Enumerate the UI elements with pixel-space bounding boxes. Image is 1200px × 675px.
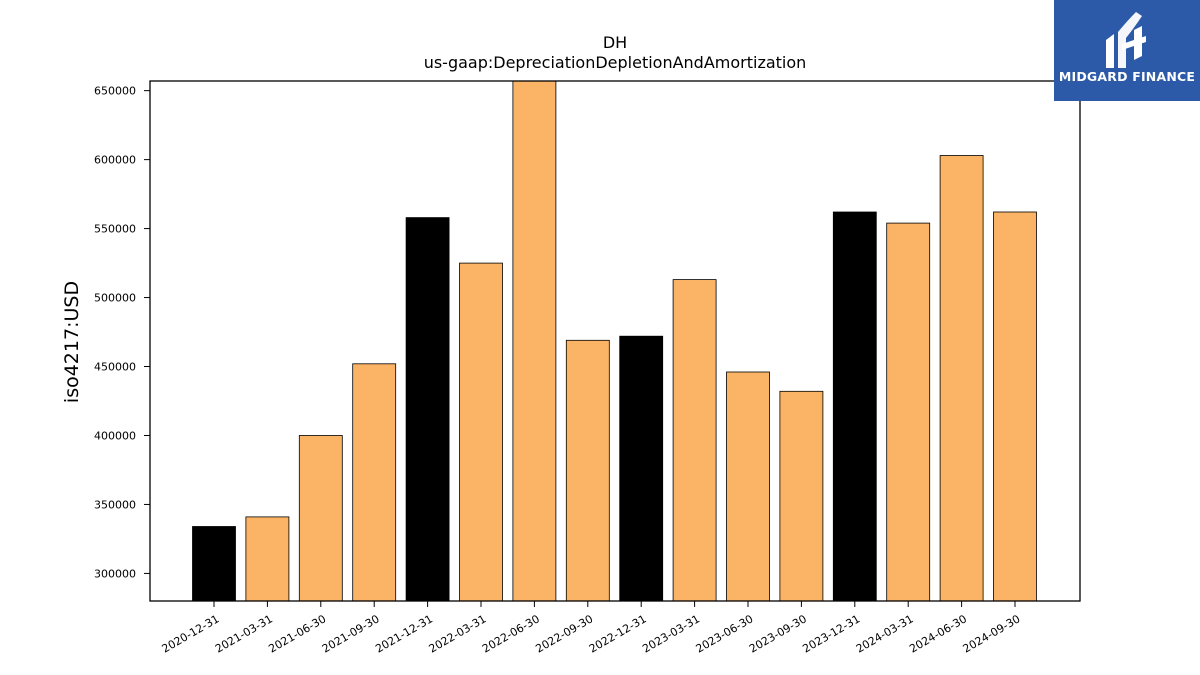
bar-2021-09-30 [352, 363, 397, 602]
x-tick-label: 2023-09-30 [747, 612, 809, 655]
x-tick-label: 2021-12-31 [373, 612, 435, 655]
bar-2022-03-31 [459, 262, 503, 602]
bars-group [192, 80, 1037, 602]
bar-2023-03-31 [672, 279, 717, 602]
y-tick-label: 500000 [94, 292, 136, 305]
logo-mark-icon [1106, 12, 1146, 68]
x-tick-label: 2022-03-31 [427, 612, 489, 655]
y-tick-label: 450000 [94, 361, 136, 374]
bar-2023-06-30 [726, 371, 770, 602]
x-tick-label: 2024-03-31 [854, 612, 916, 655]
x-tick-label: 2023-06-30 [694, 612, 756, 655]
y-tick-label: 300000 [94, 567, 136, 580]
bar-2024-06-30 [939, 155, 984, 602]
chart-title: DH [603, 33, 627, 52]
y-tick-label: 400000 [94, 429, 136, 442]
x-tick-label: 2021-09-30 [320, 612, 382, 655]
bar-2022-09-30 [565, 339, 610, 602]
x-tick-label: 2022-12-31 [587, 612, 649, 655]
x-tick-label: 2024-09-30 [961, 612, 1023, 655]
bar-2020-12-31 [192, 526, 236, 602]
y-tick-label: 550000 [94, 223, 136, 236]
x-tick-label: 2022-06-30 [480, 612, 542, 655]
bar-2024-03-31 [886, 222, 931, 602]
bar-2021-06-30 [298, 435, 343, 602]
bar-2022-06-30 [512, 80, 557, 602]
x-tick-label: 2021-03-31 [213, 612, 275, 655]
x-tick-label: 2023-12-31 [800, 612, 862, 655]
logo-text: MIDGARD FINANCE [1058, 69, 1196, 84]
x-tick-label: 2023-03-31 [640, 612, 702, 655]
bar-2022-12-31 [619, 335, 664, 602]
x-tick-label: 2024-06-30 [907, 612, 969, 655]
chart-subtitle: us-gaap:DepreciationDepletionAndAmortiza… [424, 53, 807, 72]
x-tick-label: 2021-06-30 [266, 612, 328, 655]
bar-2021-03-31 [245, 516, 290, 602]
bar-2023-09-30 [779, 390, 824, 602]
x-axis: 2020-12-312021-03-312021-06-302021-09-30… [160, 601, 1023, 656]
x-tick-label: 2022-09-30 [533, 612, 595, 655]
bar-2021-12-31 [405, 217, 450, 602]
bar-2023-12-31 [832, 211, 877, 602]
plot-frame [149, 80, 1081, 602]
y-tick-label: 600000 [94, 154, 136, 167]
y-axis: 300000 350000 400000 450000 500000 550000 6000… [94, 85, 150, 580]
x-tick-label: 2020-12-31 [160, 612, 222, 655]
bar-2024-09-30 [993, 211, 1037, 602]
y-tick-label: 650000 [94, 85, 136, 98]
brand-logo: MIDGARD FINANCE [1054, 0, 1200, 101]
y-tick-label: 350000 [94, 498, 136, 511]
y-axis-label: iso4217:USD [61, 281, 83, 403]
